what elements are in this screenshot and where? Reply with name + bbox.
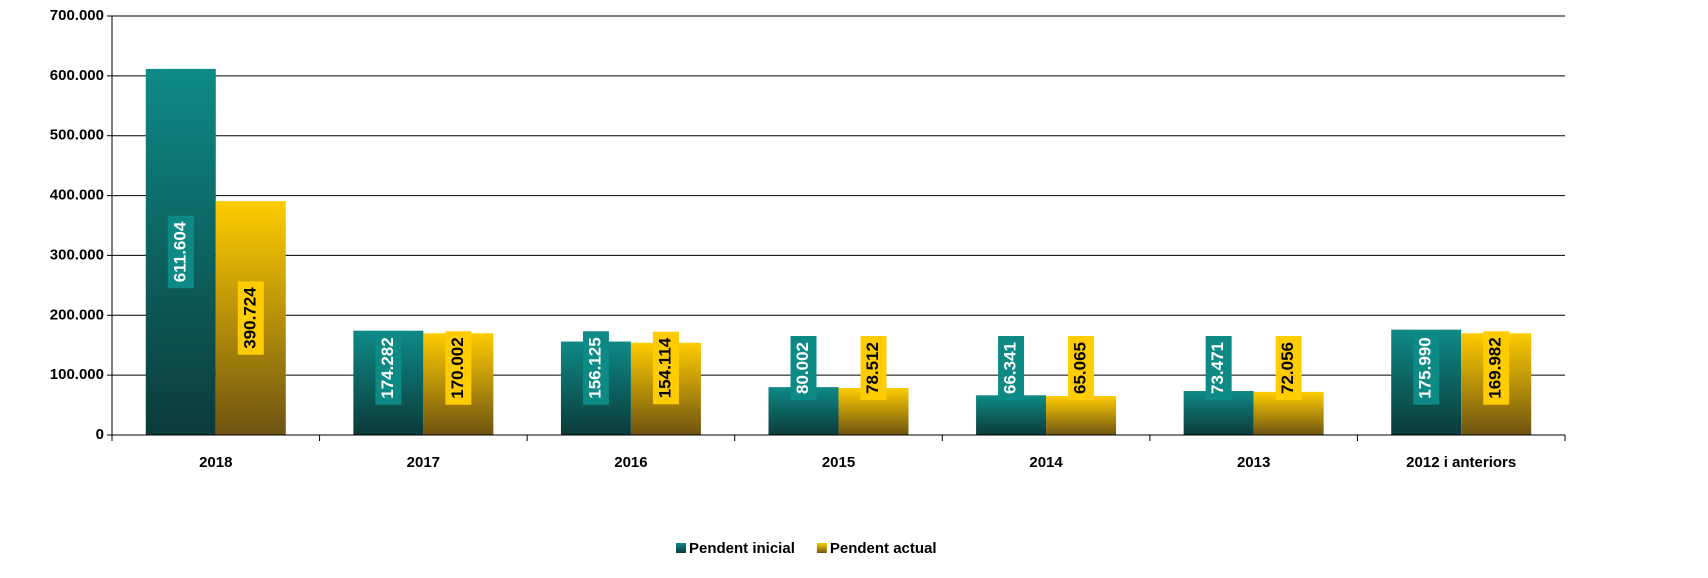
x-tick-label: 2018 (199, 454, 232, 471)
value-label-group: 154.114 (652, 331, 679, 405)
x-tick-label: 2013 (1237, 454, 1270, 471)
value-label-group: 156.125 (582, 331, 609, 405)
value-label-box (167, 215, 194, 289)
value-label: 174.282 (378, 337, 397, 398)
x-tick-label: 2015 (822, 454, 855, 471)
value-label: 170.002 (448, 337, 467, 398)
value-label-group: 72.056 (1275, 336, 1302, 400)
value-label: 73.471 (1208, 342, 1227, 394)
value-label: 154.114 (655, 337, 674, 398)
y-tick-label: 100.000 (50, 366, 104, 383)
value-label: 390.724 (240, 287, 259, 349)
value-label: 65.065 (1071, 342, 1090, 394)
value-label-box (237, 281, 264, 355)
value-label-group: 170.002 (445, 331, 472, 405)
value-label-group: 174.282 (375, 331, 402, 405)
value-label-group: 73.471 (1205, 336, 1232, 400)
bar (1046, 396, 1117, 435)
y-tick-label: 500.000 (50, 127, 104, 144)
value-label-box (790, 336, 817, 400)
value-label: 175.990 (1416, 337, 1435, 398)
value-label-group: 169.982 (1483, 331, 1510, 405)
value-label-group: 611.604 (167, 215, 194, 289)
value-label-box (860, 336, 887, 400)
value-label-box (445, 331, 472, 405)
value-label: 156.125 (585, 337, 604, 398)
y-tick-label: 400.000 (50, 187, 104, 204)
y-tick-label: 0 (96, 426, 104, 443)
legend-swatch (676, 543, 686, 553)
y-tick-label: 600.000 (50, 67, 104, 84)
y-tick-label: 200.000 (50, 306, 104, 323)
value-label-group: 66.341 (998, 336, 1025, 400)
value-label-box (1275, 336, 1302, 400)
x-tick-label: 2017 (407, 454, 440, 471)
legend-label: Pendent inicial (689, 540, 795, 557)
value-label: 78.512 (863, 342, 882, 394)
x-tick-label: 2014 (1029, 454, 1063, 471)
x-tick-label: 2012 i anteriors (1406, 454, 1516, 471)
value-label-group: 80.002 (790, 336, 817, 400)
value-label-box (375, 331, 402, 405)
value-label-box (998, 336, 1025, 400)
value-label-group: 390.724 (237, 281, 264, 355)
value-label-box (652, 331, 679, 405)
value-label-box (582, 331, 609, 405)
value-label: 169.982 (1486, 337, 1505, 398)
value-label-group: 78.512 (860, 336, 887, 400)
value-label: 611.604 (170, 221, 189, 282)
y-tick-label: 700.000 (50, 7, 104, 24)
legend-swatch (816, 543, 827, 553)
bar (976, 395, 1047, 435)
value-label: 80.002 (793, 342, 812, 394)
x-tick-label: 2016 (614, 454, 647, 471)
value-label-box (1205, 336, 1232, 400)
value-label-group: 175.990 (1413, 331, 1440, 405)
y-tick-label: 300.000 (50, 246, 104, 263)
legend-label: Pendent actual (830, 540, 937, 557)
value-label-box (1068, 336, 1095, 400)
value-label-box (1483, 331, 1510, 405)
value-label-group: 65.065 (1068, 336, 1095, 400)
value-label: 72.056 (1278, 342, 1297, 394)
value-label-box (1413, 331, 1440, 405)
value-label: 66.341 (1001, 342, 1020, 394)
